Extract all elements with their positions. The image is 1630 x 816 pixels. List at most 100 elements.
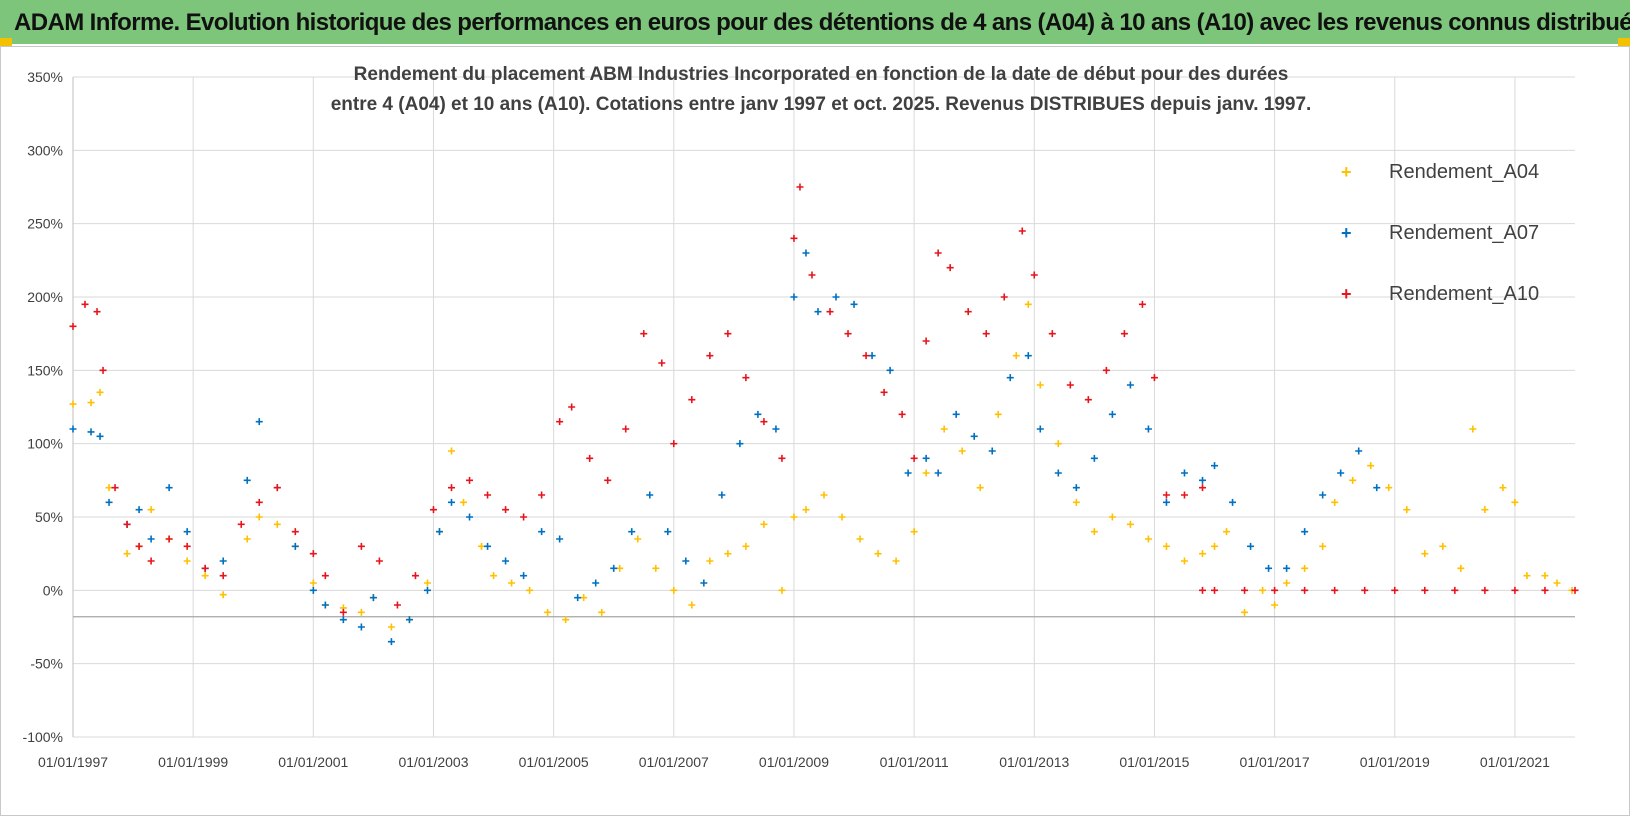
data-point [147,506,155,514]
data-point [970,432,978,440]
y-tick-label: 200% [27,289,63,305]
data-point [1066,381,1074,389]
data-point [1126,520,1134,528]
data-point [1271,601,1279,609]
data-point [1265,564,1273,572]
data-point [574,594,582,602]
data-point [93,308,101,316]
data-point [357,608,365,616]
data-point [760,520,768,528]
data-point [982,330,990,338]
data-point [1150,374,1158,382]
data-point [375,557,383,565]
data-point [1283,579,1291,587]
data-point [1000,293,1008,301]
data-point [544,608,552,616]
x-tick-label: 01/01/1999 [158,754,228,770]
y-tick-label: 100% [27,436,63,452]
data-point [466,476,474,484]
data-point [1469,425,1477,433]
data-point [423,586,431,594]
data-point [165,484,173,492]
data-point [832,293,840,301]
y-tick-label: 50% [35,509,63,525]
data-point [946,264,954,272]
data-point [1090,454,1098,462]
data-point [460,498,468,506]
data-point [592,579,600,587]
data-point [387,638,395,646]
data-point [850,300,858,308]
data-point [778,586,786,594]
banner-title: ADAM Informe. Evolution historique des p… [14,9,1630,36]
data-point [1349,476,1357,484]
data-point [1211,462,1219,470]
y-tick-label: 350% [27,69,63,85]
data-point [405,616,413,624]
y-tick-label: 0% [43,582,63,598]
data-point [478,542,486,550]
data-point [988,447,996,455]
data-point [1138,300,1146,308]
data-point [610,564,618,572]
data-point [1511,586,1519,594]
x-tick-label: 01/01/2017 [1240,754,1310,770]
data-point [1241,586,1249,594]
data-point [1211,542,1219,550]
legend-item-a04: + Rendement_A04 [1341,161,1539,183]
legend-item-a07: + Rendement_A07 [1341,222,1539,244]
data-point [646,491,654,499]
series-rendement-a04 [69,300,1576,631]
data-point [1385,484,1393,492]
data-point [538,491,546,499]
data-point [934,249,942,257]
y-tick-label: -50% [30,656,63,672]
data-point [219,572,227,580]
legend: + Rendement_A04 + Rendement_A07 + Rendem… [1341,161,1539,305]
x-tick-label: 01/01/2015 [1119,754,1189,770]
data-point [1373,484,1381,492]
data-point [435,528,443,536]
data-point [1571,586,1579,594]
data-point [724,550,732,558]
data-point [87,428,95,436]
data-point [910,528,918,536]
data-point [105,484,113,492]
data-point [808,271,816,279]
x-tick-label: 01/01/2005 [519,754,589,770]
data-point [1030,271,1038,279]
data-point [1006,374,1014,382]
data-point [1439,542,1447,550]
data-point [243,476,251,484]
y-tick-label: 150% [27,362,63,378]
data-point [183,542,191,550]
data-point [664,528,672,536]
chart-title: Rendement du placement ABM Industries In… [331,64,1312,115]
legend-label-a10: Rendement_A10 [1389,283,1539,305]
data-point [1084,396,1092,404]
x-tick-label: 01/01/2011 [880,754,949,770]
data-point [580,594,588,602]
series-a10-zero [1199,586,1579,594]
data-point [147,557,155,565]
data-point [1048,330,1056,338]
data-point [219,591,227,599]
legend-item-a10: + Rendement_A10 [1341,283,1539,305]
x-tick-label: 01/01/2013 [999,754,1069,770]
title-banner: ADAM Informe. Evolution historique des p… [0,0,1630,46]
data-point [994,410,1002,418]
data-point [1072,498,1080,506]
data-point [1180,491,1188,499]
data-point [790,513,798,521]
data-point [255,418,263,426]
data-point [856,535,864,543]
data-point [135,506,143,514]
legend-label-a04: Rendement_A04 [1389,161,1539,183]
data-point [1499,484,1507,492]
data-point [466,513,474,521]
scatter-chart: 350% 300% 250% 200% 150% 100% 50% 0% -50% -100% 0… [23,64,1579,770]
data-point [622,425,630,433]
data-point [1162,498,1170,506]
data-point [772,425,780,433]
data-point [1162,491,1170,499]
